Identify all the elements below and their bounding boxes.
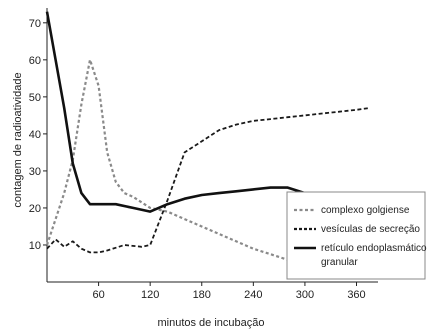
series-line-reticulo-endoplasmatico	[45, 11, 370, 213]
y-tick-label: 70	[29, 18, 41, 30]
legend-label-reticulo-line2: granular	[321, 257, 358, 268]
y-ticks: 10 20 30 40 50 60 70	[29, 18, 47, 252]
legend-box	[286, 191, 426, 280]
x-tick-label: 60	[92, 289, 104, 301]
x-ticks: 60 120 180 240 300 360	[92, 282, 366, 301]
y-tick-label: 60	[29, 55, 41, 67]
x-tick-label: 360	[347, 289, 365, 301]
series-line-vesiculas-secrecao	[46, 107, 370, 254]
x-tick-label: 240	[244, 289, 262, 301]
x-tick-label: 120	[141, 289, 159, 301]
y-tick-label: 10	[29, 240, 41, 252]
legend-label-reticulo-line1: retículo endoplasmático	[321, 243, 427, 254]
y-tick-label: 40	[29, 129, 41, 141]
y-axis-title: contagem de radioatividade	[12, 72, 24, 207]
legend-label-reticulo: retículo endoplasmático granular	[321, 243, 429, 268]
y-tick-label: 30	[29, 166, 41, 178]
y-tick-label: 50	[29, 92, 41, 104]
x-tick-label: 180	[193, 289, 211, 301]
x-axis-title: minutos de incubação	[157, 317, 264, 329]
legend-label-golgi: complexo golgiense	[321, 205, 410, 216]
legend: complexo golgiense vesículas de secreção…	[286, 191, 429, 280]
legend-label-vesiculas: vesículas de secreção	[321, 224, 420, 235]
y-tick-label: 20	[29, 203, 41, 215]
x-tick-label: 300	[296, 289, 314, 301]
